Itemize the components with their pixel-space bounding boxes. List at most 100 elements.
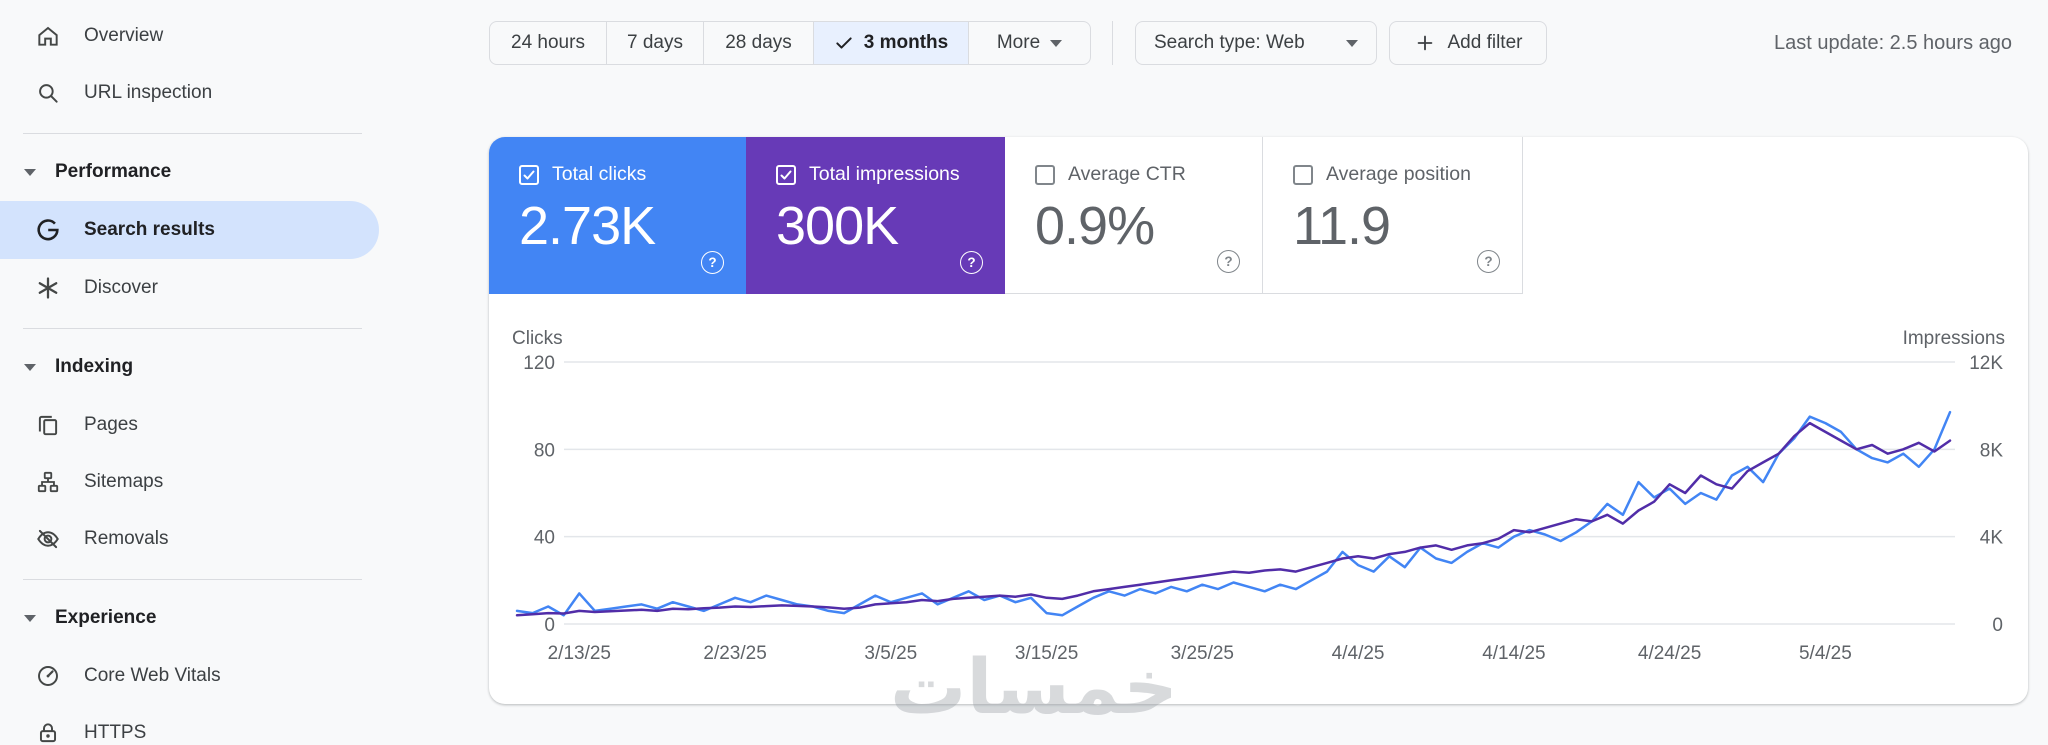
date-range-3-months[interactable]: 3 months xyxy=(813,22,968,64)
collapse-caret-icon xyxy=(24,614,36,622)
performance-panel: Total clicks 2.73K Total impressions 300… xyxy=(489,137,2028,704)
sidebar-item-core-web-vitals[interactable]: Core Web Vitals xyxy=(0,647,380,704)
sidebar: Overview URL inspection Performance Sear… xyxy=(0,0,380,745)
impressions-line[interactable] xyxy=(515,421,1952,617)
sidebar-section-indexing[interactable]: Indexing xyxy=(0,338,380,396)
sidebar-section-label: Indexing xyxy=(55,356,134,377)
sidebar-divider xyxy=(23,328,362,329)
sidebar-item-removals[interactable]: Removals xyxy=(0,510,380,567)
date-range-24-hours[interactable]: 24 hours xyxy=(490,22,606,64)
sidebar-divider xyxy=(23,579,362,580)
date-range-label: 7 days xyxy=(627,32,683,53)
sidebar-item-search-results[interactable]: Search results xyxy=(0,201,379,259)
chevron-down-icon xyxy=(1346,39,1358,47)
home-icon xyxy=(35,23,61,49)
left-axis-title: Clicks xyxy=(512,328,563,349)
y-axis-tick-label-right: 8K xyxy=(1980,440,2004,461)
sidebar-item-discover[interactable]: Discover xyxy=(0,259,380,316)
date-range-7-days[interactable]: 7 days xyxy=(606,22,703,64)
search-type-dropdown[interactable]: Search type: Web xyxy=(1135,21,1377,65)
checkbox-unchecked[interactable] xyxy=(1035,164,1055,185)
y-axis-tick-label-left: 120 xyxy=(523,353,555,374)
sidebar-item-label: Removals xyxy=(84,527,169,549)
search-type-label: Search type: Web xyxy=(1154,32,1305,53)
x-axis-tick-label: 2/23/25 xyxy=(703,643,766,664)
gauge-icon xyxy=(35,663,61,689)
date-range-group: 24 hours 7 days 28 days 3 months More xyxy=(489,21,1091,65)
x-axis-tick-label: 4/4/25 xyxy=(1332,643,1385,664)
sidebar-item-label: Sitemaps xyxy=(84,470,164,492)
chevron-down-icon xyxy=(1050,39,1063,47)
main-content: 24 hours 7 days 28 days 3 months More Se… xyxy=(380,0,2048,745)
sidebar-divider xyxy=(23,133,362,134)
lock-icon xyxy=(35,720,61,745)
add-filter-label: Add filter xyxy=(1447,32,1523,53)
search-icon xyxy=(35,80,61,106)
metric-label: Total impressions xyxy=(809,163,960,185)
checkbox-checked[interactable] xyxy=(776,164,796,185)
y-axis-tick-label-right: 12K xyxy=(1969,353,2003,374)
sidebar-item-label: URL inspection xyxy=(84,81,213,103)
plus-icon xyxy=(1414,32,1436,54)
pages-icon xyxy=(35,412,61,438)
checkbox-checked[interactable] xyxy=(519,164,539,185)
metric-card-total-clicks[interactable]: Total clicks 2.73K xyxy=(489,137,746,294)
x-axis-tick-label: 4/14/25 xyxy=(1482,643,1545,664)
metric-value: 11.9 xyxy=(1293,196,1391,256)
date-range-label: 28 days xyxy=(725,32,792,53)
clicks-line[interactable] xyxy=(515,410,1952,617)
metric-card-average-position[interactable]: Average position 11.9 xyxy=(1263,137,1523,294)
metric-card-total-impressions[interactable]: Total impressions 300K xyxy=(746,137,1005,294)
y-axis-tick-label-right: 0 xyxy=(1992,615,2003,636)
help-icon[interactable] xyxy=(1477,250,1500,273)
checkbox-unchecked[interactable] xyxy=(1293,164,1313,185)
sitemap-tree-icon xyxy=(35,469,61,495)
metric-label: Average CTR xyxy=(1068,163,1186,185)
x-axis-tick-label: 4/24/25 xyxy=(1638,643,1701,664)
sidebar-section-performance[interactable]: Performance xyxy=(0,143,380,201)
date-range-more-dropdown[interactable]: More xyxy=(968,22,1090,64)
sidebar-item-label: HTTPS xyxy=(84,721,147,743)
x-axis-tick-label: 3/5/25 xyxy=(864,643,917,664)
metric-label: Average position xyxy=(1326,163,1471,185)
y-axis-tick-label-left: 80 xyxy=(534,440,555,461)
right-axis-title: Impressions xyxy=(1903,328,2005,349)
sidebar-item-overview[interactable]: Overview xyxy=(0,7,380,64)
collapse-caret-icon xyxy=(24,363,36,371)
x-axis-tick-label: 2/13/25 xyxy=(548,643,611,664)
date-range-label: More xyxy=(996,32,1041,53)
metric-value: 2.73K xyxy=(519,196,656,256)
toolbar-divider xyxy=(1112,21,1113,65)
last-update-text: Last update: 2.5 hours ago xyxy=(1774,31,2012,54)
add-filter-button[interactable]: Add filter xyxy=(1389,21,1547,65)
metric-card-average-ctr[interactable]: Average CTR 0.9% xyxy=(1005,137,1263,294)
x-axis-tick-label: 3/15/25 xyxy=(1015,643,1078,664)
metric-cards: Total clicks 2.73K Total impressions 300… xyxy=(489,137,1523,294)
sidebar-item-pages[interactable]: Pages xyxy=(0,396,380,453)
metric-value: 300K xyxy=(776,196,899,256)
metric-label: Total clicks xyxy=(552,163,647,185)
sidebar-item-url-inspection[interactable]: URL inspection xyxy=(0,64,380,121)
check-icon xyxy=(834,33,854,53)
sidebar-item-label: Overview xyxy=(84,24,164,46)
eye-off-icon xyxy=(35,526,61,552)
help-icon[interactable] xyxy=(701,251,724,274)
y-axis-tick-label-left: 0 xyxy=(544,615,555,636)
sidebar-item-sitemaps[interactable]: Sitemaps xyxy=(0,453,380,510)
x-axis-tick-label: 3/25/25 xyxy=(1171,643,1234,664)
search-results-icon xyxy=(35,217,61,243)
help-icon[interactable] xyxy=(960,251,983,274)
sidebar-section-experience[interactable]: Experience xyxy=(0,589,380,647)
y-axis-tick-label-left: 40 xyxy=(534,528,555,549)
help-icon[interactable] xyxy=(1217,250,1240,273)
date-range-label: 24 hours xyxy=(511,32,585,53)
sidebar-item-https[interactable]: HTTPS xyxy=(0,704,380,745)
performance-chart[interactable]: Clicks Impressions 0 0 40 4K 80 8K 120 12K 2/13/… xyxy=(489,320,2028,680)
date-range-label: 3 months xyxy=(863,32,949,53)
y-axis-tick-label-right: 4K xyxy=(1980,528,2004,549)
date-range-28-days[interactable]: 28 days xyxy=(703,22,813,64)
collapse-caret-icon xyxy=(24,168,36,176)
sidebar-item-label: Search results xyxy=(84,219,215,240)
x-axis-tick-label: 5/4/25 xyxy=(1799,643,1852,664)
